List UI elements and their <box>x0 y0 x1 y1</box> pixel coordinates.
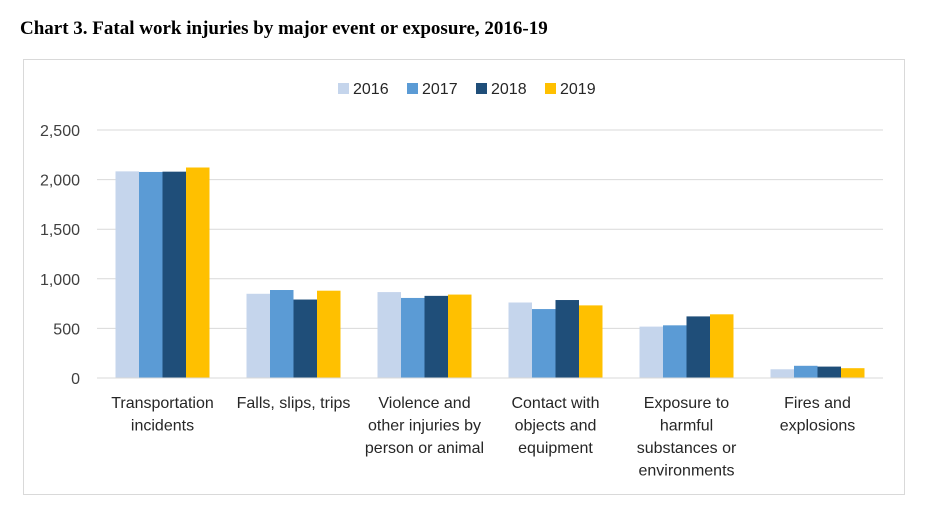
bar-2016-1 <box>246 293 270 378</box>
chart-frame <box>23 59 905 495</box>
grid-lines <box>97 129 883 329</box>
bar-2019-0 <box>186 167 210 378</box>
y-tick-label: 2,500 <box>40 123 80 140</box>
bar-2018-5 <box>817 366 841 378</box>
bar-2019-5 <box>841 368 865 378</box>
category-labels: Transportation incidents Falls, slips, tri… <box>111 395 855 480</box>
category-label: Fires and explosions <box>780 395 856 435</box>
category-label: Falls, slips, trips <box>237 395 351 412</box>
legend-label-2017: 2017 <box>422 81 458 98</box>
legend-label-2018: 2018 <box>491 81 527 98</box>
bar-2016-5 <box>770 369 794 378</box>
bar-2019-2 <box>448 294 472 378</box>
bar-2017-3 <box>532 309 556 378</box>
bar-2018-2 <box>424 295 448 378</box>
y-tick-label: 500 <box>53 321 80 338</box>
chart-title: Chart 3. Fatal work injuries by major ev… <box>20 18 548 39</box>
category-label: Exposure to harmful substances or environme… <box>637 395 737 480</box>
bar-2018-4 <box>686 316 710 378</box>
legend-label-2019: 2019 <box>560 81 596 98</box>
legend-swatch-2019 <box>545 83 556 94</box>
y-tick-label: 0 <box>71 371 80 388</box>
legend-swatch-2017 <box>407 83 418 94</box>
legend-swatch-2018 <box>476 83 487 94</box>
bar-2017-0 <box>139 171 163 378</box>
bar-2017-1 <box>270 290 294 378</box>
bar-2016-0 <box>115 171 139 378</box>
legend-swatch-2016 <box>338 83 349 94</box>
legend-label-2016: 2016 <box>353 81 389 98</box>
bars <box>115 167 865 378</box>
bar-2019-4 <box>710 314 734 378</box>
bar-2019-1 <box>317 290 341 378</box>
bar-2016-4 <box>639 326 663 378</box>
y-tick-label: 1,500 <box>40 222 80 239</box>
bar-2016-3 <box>508 302 532 378</box>
bar-2018-0 <box>162 171 186 378</box>
bar-2018-3 <box>555 300 579 378</box>
bar-2016-2 <box>377 292 401 378</box>
y-axis-ticks: 0 500 1,000 1,500 2,000 2,500 <box>40 123 80 388</box>
bar-2017-5 <box>794 365 818 378</box>
legend: 2016 2017 2018 2019 <box>338 81 596 98</box>
category-label: Contact with objects and equipment <box>511 395 599 457</box>
category-label: Violence and other injuries by person or a… <box>365 395 484 457</box>
bar-2018-1 <box>293 299 317 378</box>
y-tick-label: 2,000 <box>40 173 80 190</box>
bar-2017-4 <box>663 325 687 378</box>
category-label: Transportation incidents <box>111 395 214 435</box>
bar-2017-2 <box>401 297 425 378</box>
bar-2019-3 <box>579 305 603 378</box>
y-tick-label: 1,000 <box>40 272 80 289</box>
